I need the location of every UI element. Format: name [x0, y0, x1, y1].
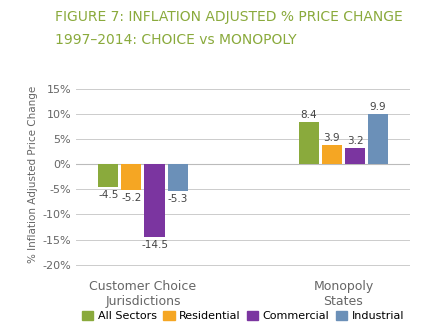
Bar	[168, 164, 187, 191]
Bar	[145, 164, 165, 237]
Text: 3.9: 3.9	[324, 133, 340, 143]
Text: 9.9: 9.9	[370, 103, 386, 112]
Text: -5.2: -5.2	[121, 193, 142, 203]
Text: -14.5: -14.5	[141, 240, 168, 250]
Text: -4.5: -4.5	[98, 190, 118, 200]
Bar	[345, 148, 365, 164]
Bar	[299, 122, 319, 164]
Bar	[322, 145, 342, 164]
Text: 8.4: 8.4	[301, 110, 317, 120]
Text: -5.3: -5.3	[168, 194, 188, 204]
Bar	[121, 164, 141, 190]
Text: 1997–2014: CHOICE vs MONOPOLY: 1997–2014: CHOICE vs MONOPOLY	[55, 34, 297, 48]
Legend: All Sectors, Residential, Commercial, Industrial: All Sectors, Residential, Commercial, In…	[78, 306, 409, 325]
Bar	[99, 164, 118, 187]
Y-axis label: % Inflation Adjusted Price Change: % Inflation Adjusted Price Change	[28, 85, 38, 263]
Text: 3.2: 3.2	[347, 136, 363, 146]
Bar	[368, 114, 388, 164]
Text: FIGURE 7: INFLATION ADJUSTED % PRICE CHANGE: FIGURE 7: INFLATION ADJUSTED % PRICE CHA…	[55, 10, 403, 24]
